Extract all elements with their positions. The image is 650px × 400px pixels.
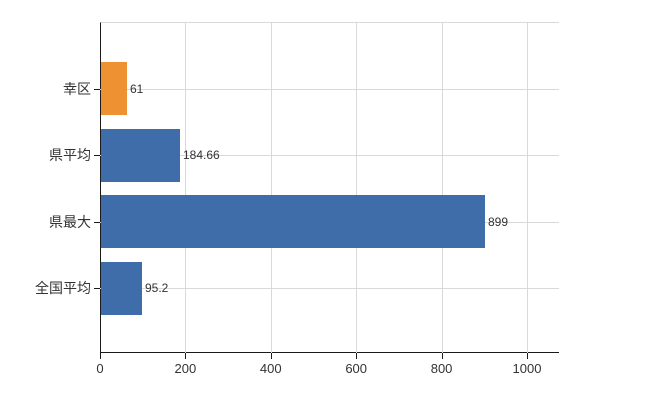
x-tick-label: 200 — [174, 361, 197, 376]
x-tick-mark — [526, 353, 528, 359]
bar-1 — [101, 62, 127, 115]
value-label: 95.2 — [145, 281, 169, 295]
x-tick-mark — [185, 353, 187, 359]
x-tick-label: 0 — [96, 361, 104, 376]
x-gridline — [270, 22, 272, 353]
x-gridline — [185, 22, 187, 353]
category-label: 全国平均 — [35, 280, 91, 296]
x-tick-mark — [356, 353, 358, 359]
x-tick-mark — [100, 353, 101, 359]
y-tick-mark — [94, 89, 100, 90]
value-label: 184.66 — [183, 148, 220, 162]
y-gridline — [100, 89, 559, 90]
y-gridline — [100, 155, 559, 156]
y-tick-mark — [94, 288, 100, 289]
y-gridline — [100, 288, 559, 289]
x-tick-mark — [441, 353, 443, 359]
y-tick-mark — [94, 155, 100, 156]
x-tick-label: 400 — [259, 361, 282, 376]
bar-4 — [101, 262, 142, 315]
category-label: 幸区 — [63, 81, 91, 97]
x-tick-label: 800 — [430, 361, 453, 376]
x-tick-label: 600 — [345, 361, 368, 376]
y-tick-mark — [94, 222, 100, 223]
value-label: 61 — [130, 82, 144, 96]
plot-area — [100, 22, 559, 353]
value-label: 899 — [488, 215, 509, 229]
x-tick-mark — [270, 353, 272, 359]
bar-3 — [101, 195, 485, 248]
x-gridline — [356, 22, 358, 353]
category-label: 県平均 — [49, 147, 91, 163]
x-tick-label: 1000 — [512, 361, 542, 376]
bar-2 — [101, 129, 180, 182]
category-label: 県最大 — [49, 214, 91, 230]
x-gridline — [441, 22, 443, 353]
x-gridline — [526, 22, 528, 353]
